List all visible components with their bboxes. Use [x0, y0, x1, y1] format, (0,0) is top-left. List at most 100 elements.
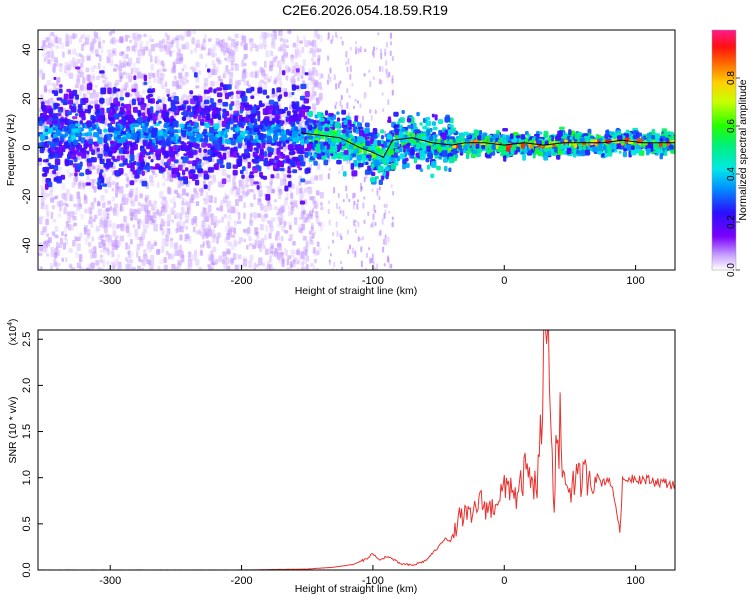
- spectrogram-cell: [61, 231, 64, 236]
- spectrogram-cell: [311, 50, 317, 58]
- spectrogram-cell: [308, 186, 313, 195]
- spectrogram-cell: [339, 210, 342, 214]
- spectrogram-cell: [45, 218, 49, 226]
- spectrogram-cell: [184, 234, 188, 242]
- spectrogram-cell: [131, 174, 136, 179]
- spectrogram-cell: [197, 229, 202, 235]
- spectrogram-cell: [339, 100, 342, 107]
- spectrogram-cell: [135, 235, 139, 241]
- spectrogram-cell: [142, 256, 148, 261]
- spectrogram-cell: [129, 149, 134, 156]
- spectrogram-cell: [304, 249, 308, 256]
- spectrogram-cell: [343, 119, 348, 126]
- spectrogram-cell: [133, 44, 137, 53]
- spectrogram-cell: [276, 129, 282, 133]
- spectrogram-cell: [72, 48, 77, 55]
- spectrogram-cell: [201, 114, 206, 119]
- spectrogram-cell: [291, 199, 296, 208]
- spectrogram-cell: [281, 225, 286, 232]
- spectrogram-cell: [374, 109, 377, 115]
- spectrogram-cell: [368, 247, 371, 251]
- spectrogram-cell: [416, 111, 420, 117]
- spectrogram-cell: [168, 165, 172, 171]
- spectrogram-cell: [295, 186, 299, 190]
- spectrogram-cell: [97, 184, 103, 190]
- spectrogram-cell: [174, 58, 179, 64]
- spectrogram-cell: [254, 71, 258, 79]
- spectrogram-cell: [134, 174, 140, 179]
- spectrogram-cell: [161, 97, 166, 105]
- spectrogram-cell: [353, 219, 356, 226]
- spectrogram-cell: [39, 266, 43, 270]
- spectrogram-cell: [285, 44, 290, 49]
- spectrogram-cell: [112, 180, 115, 186]
- spectrogram-cell: [222, 251, 227, 256]
- spectrogram-cell: [364, 127, 370, 135]
- spectrogram-cell: [224, 133, 228, 139]
- spectrogram-cell: [195, 133, 200, 139]
- spectrogram-cell: [175, 212, 181, 219]
- spectrogram-cell: [82, 76, 86, 84]
- spectrogram-cell: [188, 164, 193, 169]
- spectrogram-cell: [297, 76, 300, 82]
- spectrogram-cell: [149, 175, 154, 183]
- spectrogram-cell: [50, 167, 53, 174]
- spectrogram-cell: [364, 122, 370, 128]
- spectrogram-cell: [181, 169, 186, 176]
- spectrogram-cell: [182, 116, 186, 122]
- spectrogram-cell: [279, 212, 284, 221]
- spectrogram-cell: [104, 188, 109, 193]
- spectrogram-cell: [109, 205, 113, 211]
- spectrogram-cell: [163, 103, 167, 111]
- spectrogram-cell: [99, 254, 104, 259]
- spectrogram-cell: [38, 120, 43, 127]
- spectrogram-cell: [320, 202, 323, 207]
- spectrogram-cell: [132, 106, 138, 113]
- spectrogram-cell: [191, 66, 196, 71]
- spectrogram-cell: [185, 225, 189, 230]
- spectrogram-cell: [543, 155, 549, 161]
- spectrogram-cell: [54, 225, 59, 232]
- spectrogram-cell: [310, 70, 314, 79]
- spectrogram-cell: [181, 221, 186, 228]
- spectrogram-cell: [412, 122, 417, 129]
- spectrogram-cell: [284, 52, 288, 58]
- spectrogram-cell: [123, 216, 128, 223]
- spectrogram-cell: [241, 60, 245, 67]
- spectrogram-cell: [290, 121, 296, 127]
- spectrogram-cell: [238, 122, 243, 128]
- spectrogram-cell: [352, 153, 357, 157]
- spectrogram-cell: [294, 72, 298, 77]
- spectrogram-cell: [257, 165, 262, 172]
- spectrogram-cell: [147, 142, 152, 150]
- spectrogram-cell: [116, 224, 120, 229]
- spectrogram-cell: [308, 68, 312, 73]
- spectrogram-cell: [243, 81, 248, 86]
- spectrogram-cell: [272, 30, 277, 34]
- spectrogram-cell: [241, 179, 245, 186]
- spectrogram-cell: [126, 109, 132, 115]
- spectrogram-cell: [259, 223, 264, 231]
- spectrogram-cell: [152, 200, 158, 209]
- spectrogram-cell: [246, 244, 249, 250]
- spectrogram-cell: [347, 112, 350, 118]
- spectrogram-cell: [137, 218, 142, 223]
- spectrogram-cell: [169, 240, 173, 248]
- spectrogram-cell: [276, 173, 280, 179]
- spectrogram-cell: [137, 207, 142, 212]
- spectrogram-cell: [243, 42, 248, 51]
- spectrogram-cell: [205, 63, 208, 68]
- spectrogram-cell: [137, 265, 141, 270]
- spectrogram-cell: [245, 175, 249, 183]
- spectrogram-cell: [127, 264, 133, 270]
- spectrogram-cell: [391, 56, 394, 62]
- spectrogram-cell: [319, 174, 323, 181]
- spectrogram-cell: [199, 191, 204, 197]
- spectrogram-cell: [172, 37, 176, 43]
- spectrogram-cell: [86, 56, 91, 61]
- spectrogram-cell: [148, 74, 152, 80]
- spectrogram-cell: [132, 224, 136, 229]
- spectrogram-cell: [144, 46, 149, 51]
- spectrogram-cell: [370, 114, 373, 121]
- spectrogram-cell: [182, 131, 187, 138]
